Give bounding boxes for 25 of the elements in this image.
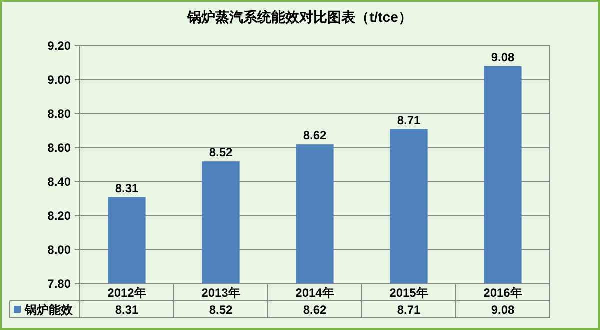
data-label: 8.62 <box>303 128 327 143</box>
x-tick-label: 2012年 <box>108 286 146 300</box>
data-label: 8.52 <box>209 146 233 160</box>
x-tick-label: 2015年 <box>390 286 428 300</box>
chart-title: 锅炉蒸汽系统能效对比图表（t/tce） <box>186 9 412 25</box>
y-tick-label: 8.80 <box>48 107 72 121</box>
text: 8.31 <box>115 303 139 317</box>
x-tick-label: 2013年 <box>202 286 240 300</box>
text: 8.62 <box>303 303 327 317</box>
y-tick-label: 8.60 <box>48 141 72 155</box>
data-label: 8.31 <box>115 181 139 196</box>
text: 8.52 <box>209 303 233 317</box>
legend-label: 锅炉能效 <box>24 303 74 317</box>
text: 9.08 <box>491 303 515 317</box>
text: 8.71 <box>397 303 421 317</box>
y-tick-label: 9.20 <box>48 39 72 53</box>
y-tick-label: 8.00 <box>48 243 72 257</box>
data-label: 8.71 <box>397 113 421 128</box>
y-tick-label: 8.20 <box>48 209 72 223</box>
x-tick-label: 2014年 <box>296 286 334 300</box>
y-tick-label: 7.80 <box>48 277 72 291</box>
y-tick-label: 9.00 <box>48 73 72 87</box>
y-tick-label: 8.40 <box>48 175 72 189</box>
data-label: 9.08 <box>491 50 515 64</box>
x-tick-label: 2016年 <box>484 286 522 300</box>
